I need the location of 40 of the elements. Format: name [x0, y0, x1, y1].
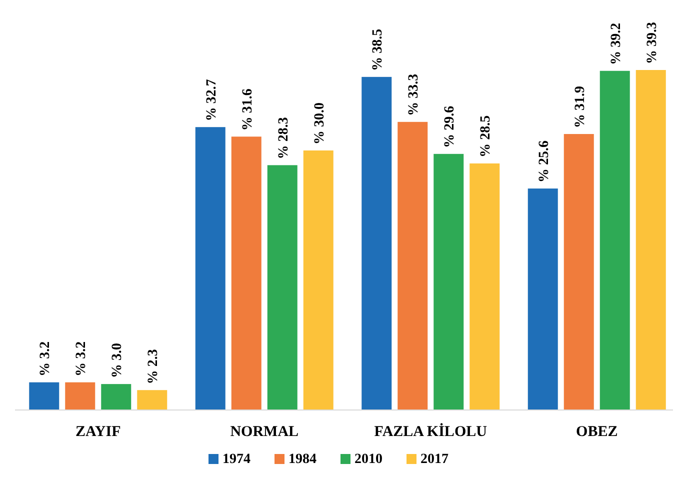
data-label: % 25.6	[536, 140, 552, 183]
data-label: % 38.5	[370, 28, 386, 71]
data-label: % 3.0	[110, 343, 126, 378]
data-label: % 28.5	[478, 115, 494, 158]
bar	[398, 122, 428, 410]
bar	[362, 76, 392, 410]
x-tick-label: OBEZ	[576, 424, 618, 440]
data-label: % 3.2	[38, 341, 54, 376]
x-tick-label: FAZLA KİLOLU	[374, 423, 488, 440]
bar	[636, 70, 666, 410]
data-label: % 33.3	[406, 74, 422, 116]
data-label: % 32.7	[204, 79, 220, 122]
x-tick-label: NORMAL	[230, 424, 299, 440]
data-label: % 2.3	[146, 349, 162, 384]
legend-label: 1974	[222, 452, 250, 467]
bar	[137, 390, 168, 410]
bar	[470, 163, 500, 410]
data-label: % 29.6	[442, 106, 458, 148]
data-label: % 39.2	[608, 22, 624, 65]
bar	[434, 154, 464, 410]
data-label: % 39.3	[644, 22, 660, 64]
bar	[564, 134, 594, 410]
legend-label: 2010	[354, 452, 382, 467]
x-tick-label: ZAYIF	[75, 424, 121, 440]
data-label: % 3.2	[74, 341, 90, 376]
bar	[528, 188, 558, 410]
bar	[267, 165, 298, 410]
legend-label: 1984	[288, 452, 316, 467]
bar	[65, 382, 96, 410]
data-label: % 28.3	[276, 117, 292, 160]
data-label: % 31.9	[572, 86, 588, 128]
bar	[231, 136, 262, 410]
bar	[195, 127, 226, 410]
data-label: % 30.0	[312, 102, 328, 144]
bar	[303, 150, 334, 410]
legend-label: 2017	[420, 452, 448, 467]
bar	[600, 70, 630, 410]
data-label: % 31.6	[240, 88, 256, 131]
bar	[101, 384, 132, 410]
bar	[29, 382, 60, 410]
